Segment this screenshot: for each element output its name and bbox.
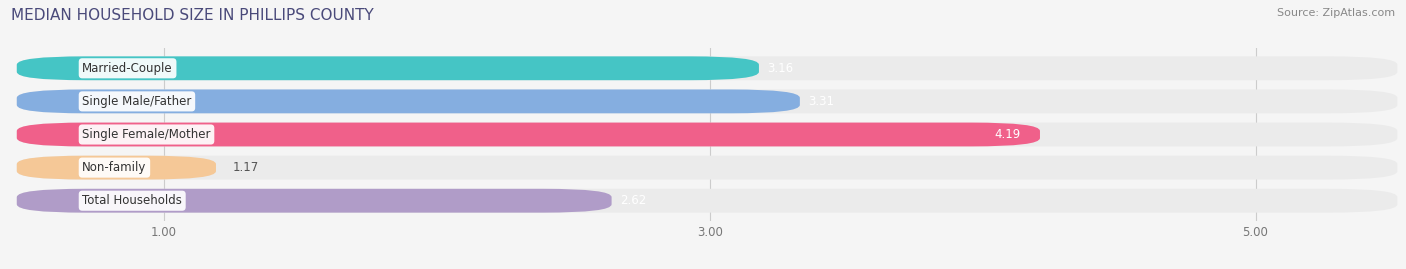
FancyBboxPatch shape xyxy=(17,189,1398,213)
Text: MEDIAN HOUSEHOLD SIZE IN PHILLIPS COUNTY: MEDIAN HOUSEHOLD SIZE IN PHILLIPS COUNTY xyxy=(11,8,374,23)
FancyBboxPatch shape xyxy=(17,90,1398,113)
Text: Married-Couple: Married-Couple xyxy=(83,62,173,75)
FancyBboxPatch shape xyxy=(17,56,1398,80)
FancyBboxPatch shape xyxy=(17,56,759,80)
FancyBboxPatch shape xyxy=(17,90,800,113)
Text: 3.31: 3.31 xyxy=(808,95,834,108)
FancyBboxPatch shape xyxy=(17,189,612,213)
FancyBboxPatch shape xyxy=(17,156,217,179)
Text: 4.19: 4.19 xyxy=(994,128,1021,141)
FancyBboxPatch shape xyxy=(17,156,1398,179)
Text: 1.17: 1.17 xyxy=(232,161,259,174)
Text: Total Households: Total Households xyxy=(83,194,183,207)
Text: Source: ZipAtlas.com: Source: ZipAtlas.com xyxy=(1277,8,1395,18)
Text: 3.16: 3.16 xyxy=(768,62,793,75)
Text: Non-family: Non-family xyxy=(83,161,146,174)
Text: 2.62: 2.62 xyxy=(620,194,645,207)
FancyBboxPatch shape xyxy=(17,123,1398,146)
Text: Single Male/Father: Single Male/Father xyxy=(83,95,191,108)
FancyBboxPatch shape xyxy=(17,123,1040,146)
Text: Single Female/Mother: Single Female/Mother xyxy=(83,128,211,141)
